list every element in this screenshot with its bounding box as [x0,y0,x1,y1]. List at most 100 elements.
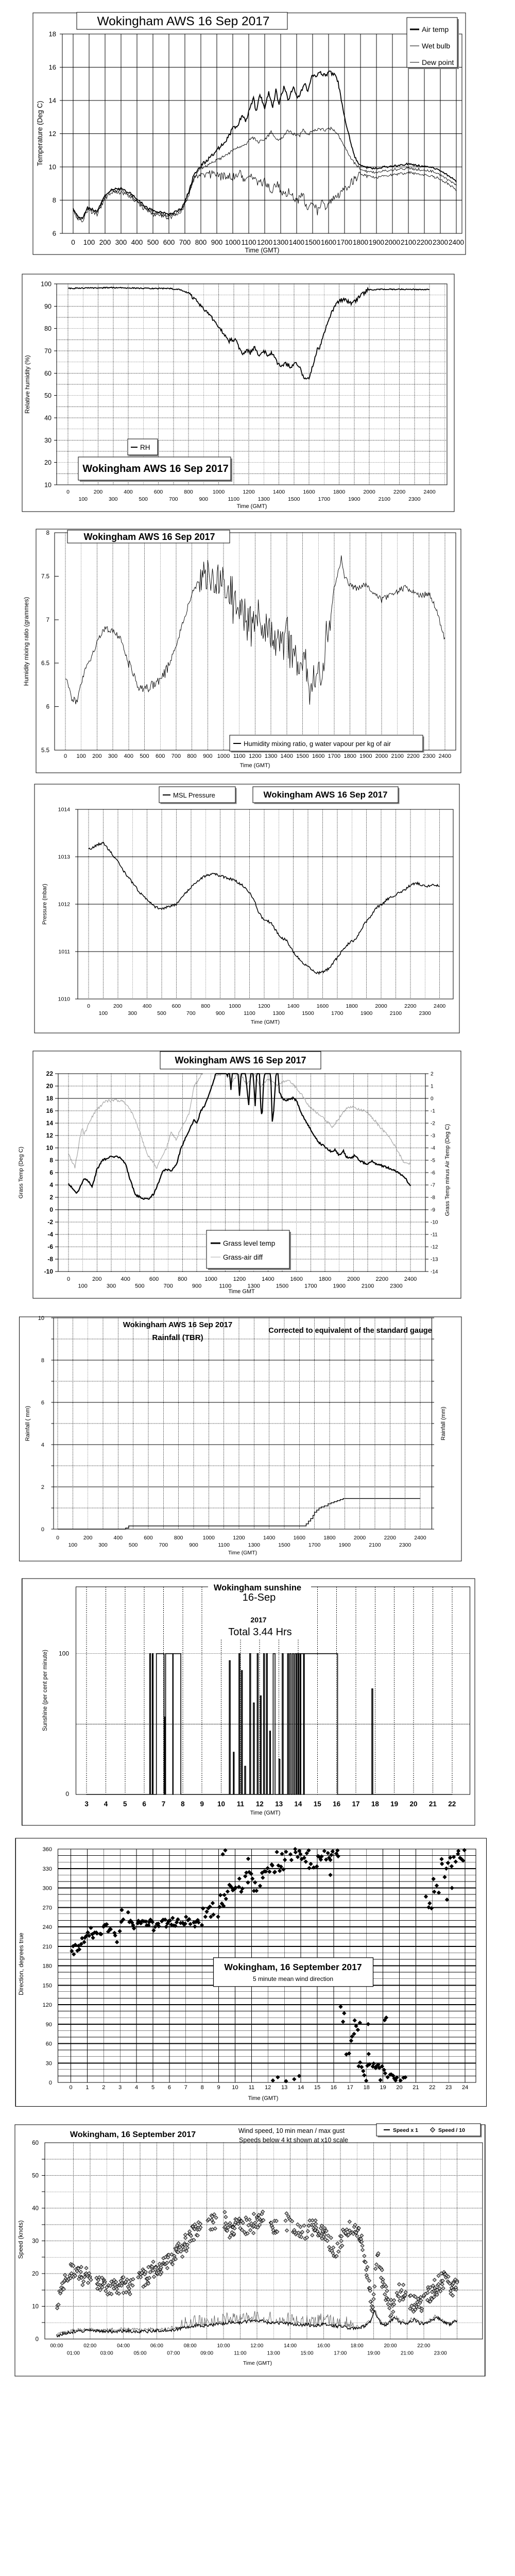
svg-text:6: 6 [142,1800,146,1808]
svg-text:Wokingham, 16 September 2017: Wokingham, 16 September 2017 [70,2130,196,2139]
svg-text:10: 10 [44,482,52,489]
svg-text:Wokingham AWS 16 Sep 2017: Wokingham AWS 16 Sep 2017 [97,14,269,28]
svg-text:200: 200 [83,1535,93,1541]
svg-text:2100: 2100 [391,753,403,759]
svg-text:18:00: 18:00 [351,2343,364,2349]
svg-text:1012: 1012 [58,902,71,908]
svg-text:16:00: 16:00 [317,2343,330,2349]
svg-text:Speeds below 4 kt shown at x10: Speeds below 4 kt shown at x10 scale [239,2137,348,2144]
svg-text:600: 600 [154,489,163,495]
svg-text:360: 360 [43,1846,52,1853]
svg-text:300: 300 [43,1886,52,1892]
svg-text:2000: 2000 [354,1535,366,1541]
svg-text:08:00: 08:00 [184,2343,197,2349]
svg-text:RH: RH [140,444,150,451]
svg-text:18: 18 [364,2084,370,2091]
svg-text:0: 0 [36,2336,39,2343]
svg-text:8: 8 [181,1800,185,1808]
svg-text:1500: 1500 [305,239,320,246]
svg-text:Pressure (mbar): Pressure (mbar) [42,884,48,924]
svg-text:-4: -4 [47,1231,53,1238]
svg-text:500: 500 [135,1283,144,1290]
svg-text:14: 14 [298,2084,304,2091]
svg-text:Wokingham AWS 16 Sep 2017: Wokingham AWS 16 Sep 2017 [82,463,228,474]
svg-text:2300: 2300 [423,753,435,759]
svg-text:Time (GMT): Time (GMT) [240,762,270,769]
svg-text:Time (GMT): Time (GMT) [228,1550,257,1556]
svg-text:1700: 1700 [337,239,352,246]
svg-text:1900: 1900 [360,1010,373,1016]
svg-text:5.5: 5.5 [41,748,49,754]
svg-text:600: 600 [149,1276,159,1282]
svg-text:-9: -9 [431,1208,435,1213]
svg-text:2: 2 [431,1072,434,1077]
svg-text:2017: 2017 [250,1616,266,1624]
svg-text:0: 0 [87,1003,90,1009]
svg-text:2100: 2100 [379,496,391,502]
svg-text:22:00: 22:00 [417,2343,430,2349]
svg-text:09:00: 09:00 [200,2351,213,2357]
svg-text:2400: 2400 [434,1003,446,1009]
svg-text:120: 120 [43,2002,52,2008]
svg-text:1100: 1100 [244,1010,255,1016]
svg-text:-8: -8 [431,1195,435,1201]
svg-text:-8: -8 [47,1256,53,1263]
svg-text:Wokingham sunshine: Wokingham sunshine [214,1583,301,1592]
svg-text:1000: 1000 [225,239,241,246]
svg-text:-14: -14 [431,1269,438,1275]
svg-text:700: 700 [164,1283,173,1290]
svg-text:0: 0 [67,1276,70,1282]
svg-text:2200: 2200 [375,1276,388,1282]
svg-text:2300: 2300 [408,496,421,502]
svg-text:Rainfall (mm): Rainfall (mm) [440,1406,447,1440]
svg-text:700: 700 [171,753,181,759]
svg-text:1800: 1800 [319,1276,331,1282]
svg-text:400: 400 [124,489,133,495]
svg-text:900: 900 [203,753,212,759]
svg-text:-5: -5 [431,1158,435,1164]
svg-text:Speed x 1: Speed x 1 [393,2127,418,2133]
svg-text:-10: -10 [431,1220,438,1226]
svg-text:300: 300 [109,496,118,502]
svg-text:23: 23 [445,2084,452,2091]
svg-text:Relative humidity (%): Relative humidity (%) [24,355,31,413]
svg-text:2: 2 [41,1484,44,1490]
svg-text:12: 12 [265,2084,271,2091]
svg-text:2100: 2100 [362,1283,374,1290]
svg-text:17: 17 [347,2084,353,2091]
svg-text:1400: 1400 [281,753,293,759]
svg-text:1100: 1100 [228,496,239,502]
svg-text:2000: 2000 [363,489,375,495]
svg-text:1300: 1300 [247,1283,260,1290]
svg-text:500: 500 [139,496,148,502]
svg-text:240: 240 [43,1924,52,1930]
svg-text:2000: 2000 [375,1003,387,1009]
svg-text:12:00: 12:00 [250,2343,263,2349]
svg-text:Wokingham AWS 16 Sep 2017: Wokingham AWS 16 Sep 2017 [175,1055,306,1065]
svg-text:200: 200 [94,489,103,495]
svg-text:1600: 1600 [317,1003,329,1009]
svg-text:1011: 1011 [58,949,70,955]
svg-text:800: 800 [184,489,193,495]
svg-text:100: 100 [77,753,86,759]
svg-text:10: 10 [38,1315,44,1321]
svg-text:90: 90 [44,303,52,310]
svg-text:7: 7 [162,1800,166,1808]
svg-text:1800: 1800 [323,1535,336,1541]
svg-text:8: 8 [49,1157,53,1164]
svg-text:900: 900 [199,496,208,502]
svg-text:2200: 2200 [407,753,419,759]
svg-text:1900: 1900 [348,496,360,502]
svg-text:500: 500 [140,753,149,759]
svg-text:Humidity mixing ratio, g water: Humidity mixing ratio, g water vapour pe… [244,740,391,748]
svg-text:Time (GMT): Time (GMT) [248,2095,279,2102]
svg-text:100: 100 [99,1010,108,1016]
svg-text:-11: -11 [431,1232,438,1238]
svg-text:8: 8 [53,196,56,204]
svg-text:19: 19 [390,1800,398,1808]
svg-text:7: 7 [46,617,49,623]
svg-text:1300: 1300 [273,1010,285,1016]
svg-text:1900: 1900 [359,753,372,759]
svg-text:17:00: 17:00 [334,2351,347,2357]
svg-text:Temperature (Deg C): Temperature (Deg C) [36,101,44,166]
